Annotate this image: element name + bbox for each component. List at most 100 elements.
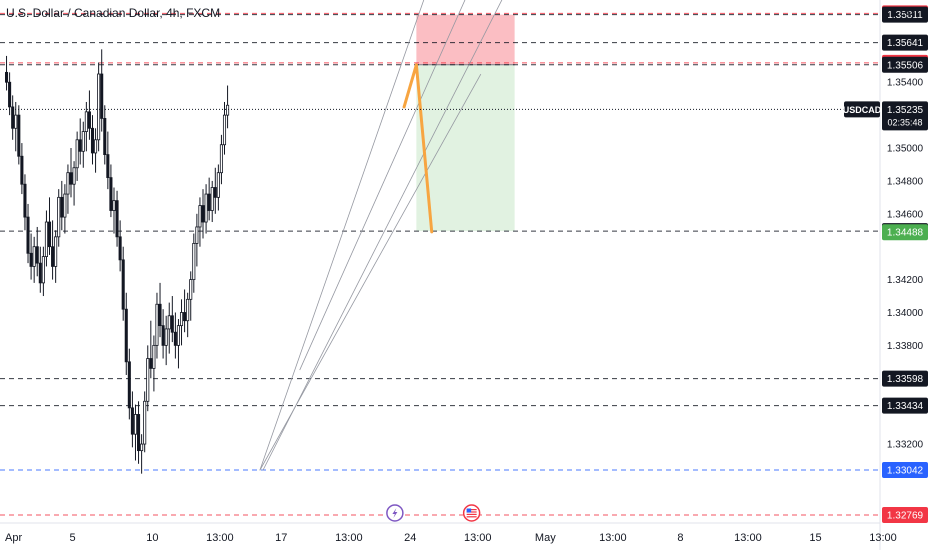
x-tick-label: May [535,532,556,544]
flag-stripe [466,511,477,513]
candle-body [164,328,168,346]
candle-body [140,443,144,452]
candle-body [201,205,205,223]
x-tick-label: 13:00 [206,532,234,544]
candle-body [54,236,58,267]
x-tick-label: 13:00 [464,532,492,544]
candle-body [173,331,177,346]
x-tick-label: 13:00 [869,532,897,544]
price-level-label: 1.34488 [887,228,924,239]
price-level-label: 1.32769 [887,510,924,521]
price-level-label: 1.33042 [887,466,924,477]
x-tick-label: 10 [146,532,158,544]
price-level-badge [882,370,928,387]
candle-body [35,246,39,264]
x-tick-label: 24 [404,532,416,544]
candle-body [115,200,119,238]
candle-body [158,303,162,327]
countdown-label: 02:35:48 [887,117,922,127]
take-profit-zone [416,64,515,232]
price-level-badge [882,34,928,51]
trendline [259,0,425,471]
candle-body [186,298,190,322]
trendline [262,0,503,471]
candle-body [17,114,21,157]
candle-body [94,139,98,154]
candle-body [72,167,76,185]
candle-body [63,193,67,218]
price-level-badge [882,397,928,414]
price-level-badge [882,506,928,523]
y-tick-label: 1.35000 [887,144,924,155]
currency-label: CAD [892,6,916,18]
candle-body [81,131,85,152]
price-level-badge [882,6,928,23]
candle-body [11,106,15,129]
y-tick-label: 1.34200 [887,275,924,286]
last-price-badge [882,101,928,131]
candle-body [179,312,184,327]
x-tick-label: 15 [809,532,821,544]
candle-body [149,358,153,369]
price-level-badge [882,224,928,241]
candle-body [78,139,82,152]
price-level-badge [882,56,928,73]
candle-body [57,196,61,238]
candle-body [26,216,30,254]
flag-stripe [466,509,477,511]
lightning-icon[interactable] [386,504,404,522]
candle-body [137,414,141,452]
candle-body [176,325,180,346]
chart-title: U.S. Dollar / Canadian Dollar, 4h, FXCM [6,6,221,20]
flag-canton [466,508,472,513]
price-level-label: 1.33434 [887,401,924,412]
us-flag-icon[interactable] [462,504,481,522]
candle-body [195,226,199,244]
candle-body [112,200,116,211]
candle-body [97,73,101,141]
candle-body [198,205,202,228]
candle-body [192,243,196,280]
price-level-label: 1.33598 [887,374,924,385]
candle-body [109,177,113,211]
candle-body [130,407,134,435]
x-tick-label: Apr [5,532,22,544]
candle-body [133,414,138,435]
candle-body [106,154,110,179]
candle-body [84,111,88,132]
y-tick-label: 1.33800 [887,341,924,352]
x-tick-label: 5 [69,532,75,544]
candle-body [87,111,91,129]
candle-body [51,246,55,267]
x-tick-label: 13:00 [599,532,627,544]
y-tick-label: 1.34800 [887,176,924,187]
candle-body [20,155,24,185]
candle-body [47,221,52,248]
trendline [299,0,466,371]
lightning-icon-bolt [392,508,398,518]
candle-body [222,114,227,146]
candle-body [41,256,45,284]
candle-body [60,196,64,218]
candle-body [207,193,211,211]
candle-body [170,315,174,333]
candle-body [32,246,36,267]
candle-body [100,73,104,119]
candle-body [90,127,95,154]
candle-body [44,221,48,257]
y-tick-label: 1.34000 [887,308,924,319]
price-level-label: 1.35506 [887,60,924,71]
candle-body [167,315,171,330]
symbol-label: USDCAD [843,105,882,115]
candle-body [161,325,165,346]
candle-body [23,183,27,218]
x-tick-label: 8 [677,532,683,544]
candle-body [216,172,220,198]
last-price-label: 1.35235 [887,105,924,116]
candle-body [75,139,79,169]
price-level-badge [882,462,928,479]
candle-body [127,361,131,409]
candle-body [8,81,12,108]
